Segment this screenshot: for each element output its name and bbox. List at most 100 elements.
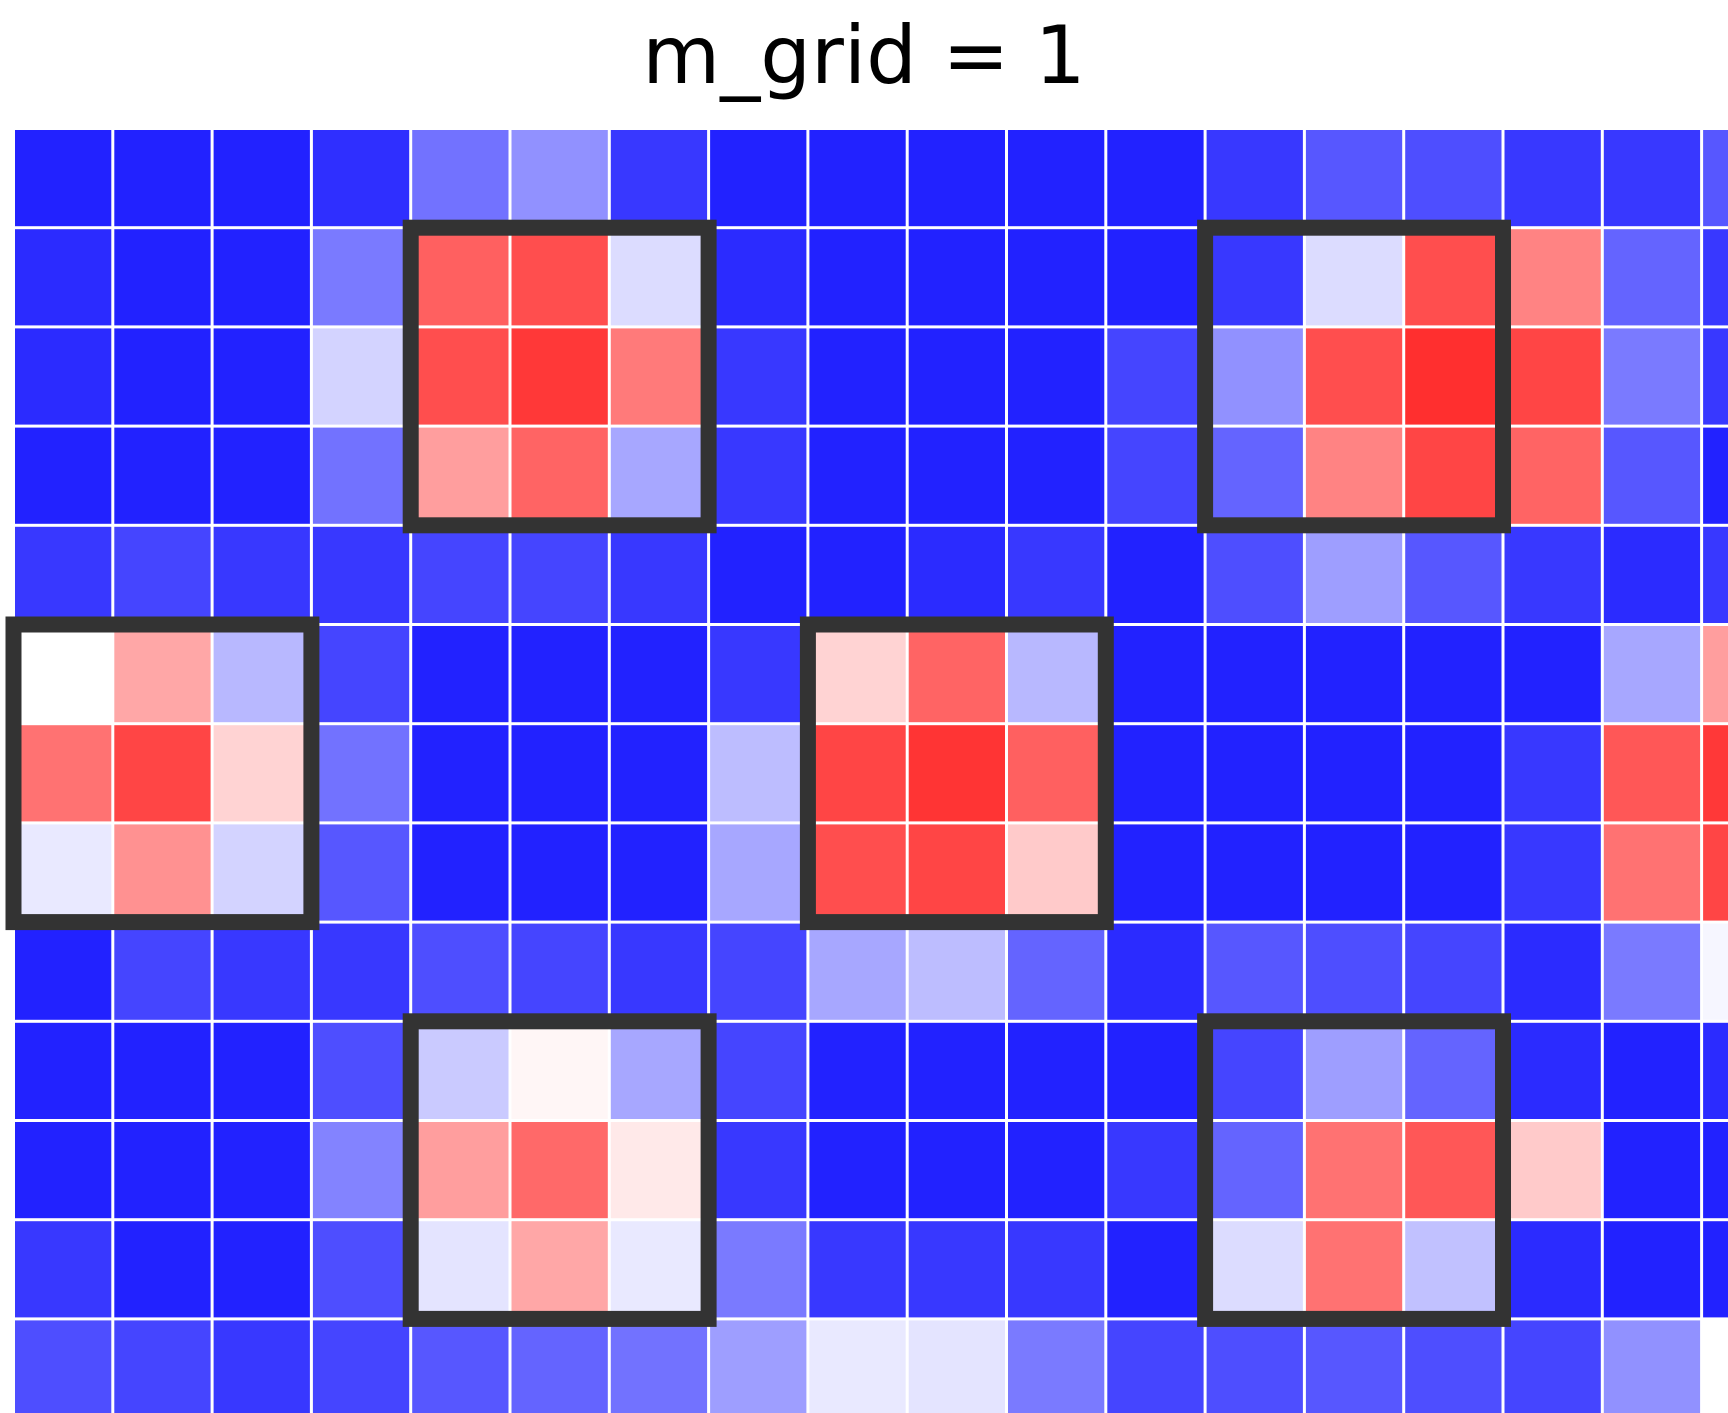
heatmap-cell: [710, 923, 807, 1020]
heatmap-cell: [1504, 1022, 1601, 1119]
heatmap-cell: [1008, 526, 1105, 623]
highlight-box: [402, 219, 717, 534]
heatmap-cell: [1305, 526, 1403, 623]
heatmap-cell: [1008, 229, 1105, 326]
heatmap-cell: [312, 526, 410, 623]
heatmap-cell: [312, 1022, 410, 1119]
heatmap-cell: [1107, 229, 1204, 326]
heatmap-cell: [908, 1022, 1005, 1119]
heatmap-cell: [809, 427, 906, 524]
heatmap-cell: [312, 229, 410, 326]
heatmap-cell: [213, 1022, 310, 1119]
heatmap-cell: [809, 626, 906, 723]
heatmap-cell: [1305, 1022, 1403, 1119]
heatmap-cell: [1504, 824, 1601, 921]
heatmap-cell: [1405, 923, 1502, 1020]
heatmap-cell: [114, 328, 211, 425]
heatmap-cell: [1405, 229, 1502, 326]
heatmap-cell: [1008, 1320, 1105, 1413]
heatmap-cell: [1703, 526, 1728, 623]
heatmap-cell: [114, 923, 211, 1020]
heatmap-cell: [809, 824, 906, 921]
heatmap-cell: [809, 923, 906, 1020]
heatmap-cell: [809, 1022, 906, 1119]
heatmap-cell: [1703, 626, 1728, 723]
heatmap-cell: [908, 328, 1005, 425]
heatmap-cell: [412, 1320, 509, 1413]
heatmap-cell: [1206, 526, 1303, 623]
heatmap-cell: [312, 923, 410, 1020]
heatmap-cell: [511, 229, 608, 326]
heatmap-cell: [1405, 1320, 1502, 1413]
heatmap-cell: [1504, 1122, 1601, 1219]
heatmap-cell: [412, 1122, 509, 1219]
heatmap-cell: [1008, 328, 1105, 425]
heatmap-cell: [1703, 130, 1728, 227]
heatmap-cell: [908, 1320, 1005, 1413]
heatmap-cell: [511, 626, 608, 723]
heatmap-cell: [1405, 328, 1502, 425]
heatmap-cell: [1703, 1221, 1728, 1318]
heatmap-cell: [412, 130, 509, 227]
heatmap-cell: [511, 725, 608, 822]
heatmap-cell: [1504, 1320, 1601, 1413]
heatmap-cell: [1305, 725, 1403, 822]
heatmap-cell: [1305, 427, 1403, 524]
heatmap-cell: [1603, 824, 1701, 921]
heatmap-cell: [312, 1320, 410, 1413]
heatmap-cell: [1504, 1221, 1601, 1318]
heatmap-cell: [1703, 229, 1728, 326]
heatmap-cell: [610, 130, 708, 227]
heatmap-cell: [15, 427, 112, 524]
heatmap-cell: [213, 1221, 310, 1318]
heatmap-cell: [1008, 824, 1105, 921]
heatmap-cell: [114, 1221, 211, 1318]
heatmap-cell: [1703, 328, 1728, 425]
heatmap-cell: [114, 526, 211, 623]
heatmap-cell: [809, 1221, 906, 1318]
heatmap-cell: [511, 130, 608, 227]
heatmap-cell: [213, 427, 310, 524]
heatmap-cell: [1405, 1022, 1502, 1119]
heatmap-cell: [1603, 626, 1701, 723]
heatmap-cell: [412, 923, 509, 1020]
heatmap-cell: [908, 526, 1005, 623]
heatmap-cell: [15, 1122, 112, 1219]
heatmap-cell: [1206, 427, 1303, 524]
heatmap-cell: [610, 725, 708, 822]
heatmap-cell: [1603, 229, 1701, 326]
highlight-boxes: [5, 219, 1511, 1327]
heatmap-cell: [1405, 725, 1502, 822]
heatmap-cell: [710, 725, 807, 822]
heatmap-cell: [710, 1022, 807, 1119]
heatmap-cell: [1206, 229, 1303, 326]
heatmap-cell: [1305, 923, 1403, 1020]
heatmap-cell: [1107, 526, 1204, 623]
heatmap-cell: [312, 328, 410, 425]
heatmap-cell: [1107, 824, 1204, 921]
heatmap-cell: [1206, 130, 1303, 227]
heatmap-cell: [1504, 328, 1601, 425]
heatmap-cell: [412, 526, 509, 623]
heatmap-cell: [908, 427, 1005, 524]
heatmap-cell: [1504, 229, 1601, 326]
heatmap-cells: [15, 130, 1728, 1413]
heatmap-cell: [312, 1122, 410, 1219]
heatmap-cell: [908, 130, 1005, 227]
heatmap-cell: [1008, 1221, 1105, 1318]
heatmap-cell: [1008, 1022, 1105, 1119]
heatmap-cell: [1107, 1320, 1204, 1413]
heatmap-cell: [1206, 824, 1303, 921]
heatmap-cell: [1008, 1122, 1105, 1219]
heatmap-cell: [809, 130, 906, 227]
heatmap-cell: [610, 1122, 708, 1219]
heatmap-cell: [610, 328, 708, 425]
heatmap-cell: [213, 130, 310, 227]
heatmap-cell: [1107, 1022, 1204, 1119]
heatmap-cell: [809, 1122, 906, 1219]
heatmap-cell: [15, 923, 112, 1020]
heatmap-cell: [511, 1320, 608, 1413]
heatmap-cell: [114, 229, 211, 326]
heatmap-cell: [710, 824, 807, 921]
heatmap-cell: [610, 1022, 708, 1119]
